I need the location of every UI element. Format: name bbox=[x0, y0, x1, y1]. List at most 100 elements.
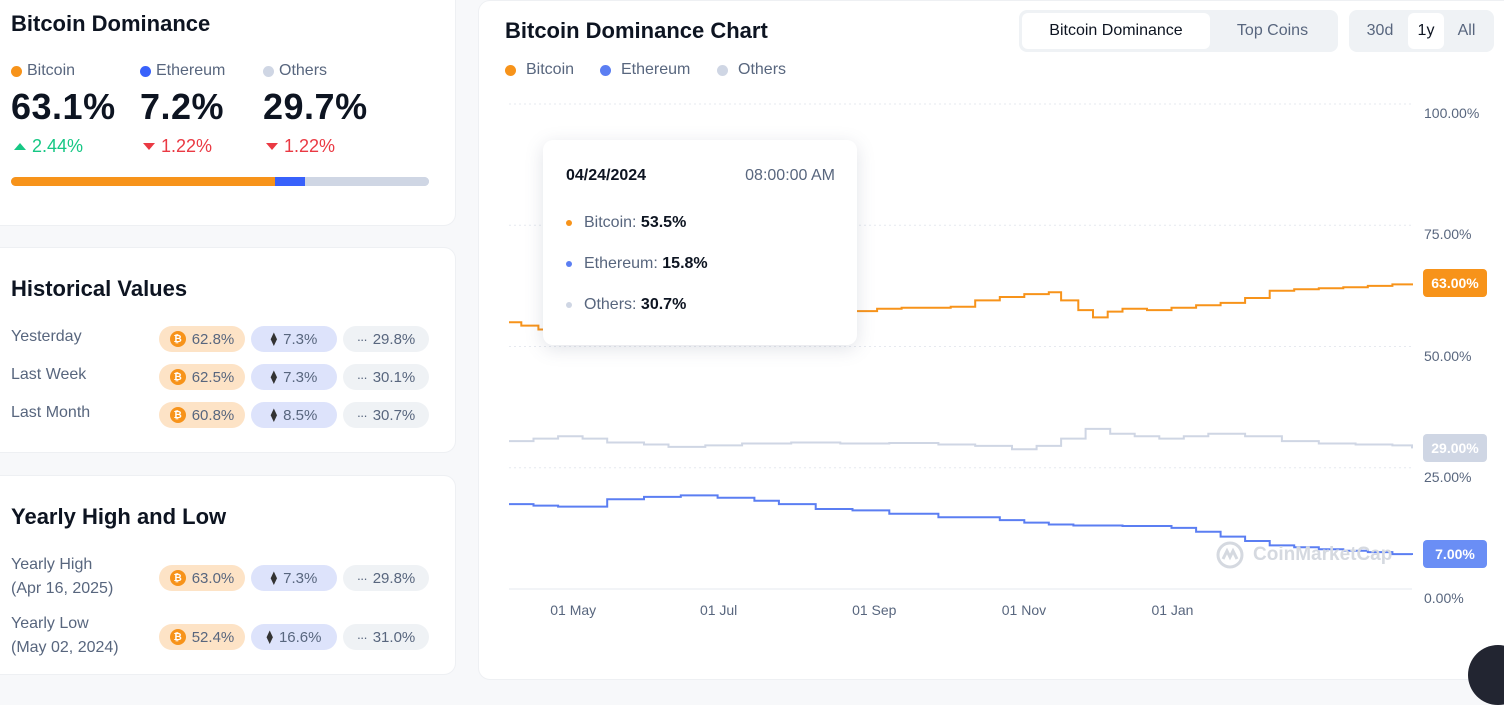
ethereum-value: 7.3% bbox=[283, 368, 318, 386]
chart-legend-others[interactable]: Others bbox=[717, 61, 786, 79]
yearly-row-date: (May 02, 2024) bbox=[11, 639, 119, 656]
y-axis-tick-label: 0.00% bbox=[1424, 590, 1464, 606]
bitcoin-icon: ₿ bbox=[169, 369, 186, 385]
historical-row-title: Yesterday bbox=[11, 328, 82, 345]
more-icon: ··· bbox=[356, 629, 368, 645]
others-value: 30.7% bbox=[372, 406, 416, 424]
bitcoin-icon: ₿ bbox=[169, 331, 186, 347]
range-all[interactable]: All bbox=[1457, 22, 1476, 39]
y-axis-tick-label: 100.00% bbox=[1424, 105, 1480, 121]
bitcoin-icon: ₿ bbox=[169, 629, 186, 645]
tooltip-bitcoin-value: 53.5% bbox=[640, 214, 687, 231]
tooltip-row-others: Others: 30.7% bbox=[566, 296, 686, 314]
bitcoin-current-tag: 63.00% bbox=[1423, 269, 1487, 297]
bitcoin-change-value: 2.44% bbox=[32, 136, 84, 156]
ethereum-dot-icon bbox=[566, 261, 572, 267]
more-icon: ··· bbox=[356, 369, 368, 385]
caret-down-icon bbox=[143, 143, 155, 150]
ethereum-icon: ⧫ bbox=[270, 407, 278, 422]
historical-row-title: Last Week bbox=[11, 366, 87, 383]
others-change: 1.22% bbox=[266, 136, 335, 157]
yearly-row-title: Yearly Low bbox=[11, 615, 89, 632]
chart-legend-bitcoin[interactable]: Bitcoin bbox=[505, 61, 574, 79]
others-dominance-value: 29.7% bbox=[263, 86, 368, 127]
time-range-tabs: 30d 1y All bbox=[1349, 10, 1494, 52]
x-axis-tick-label: 01 Jul bbox=[699, 602, 738, 618]
historical-row-label: Last Month bbox=[11, 401, 90, 425]
chart-legend-ethereum[interactable]: Ethereum bbox=[600, 61, 690, 79]
legend-ethereum-label: Ethereum bbox=[156, 62, 226, 79]
others-value: 31.0% bbox=[372, 628, 416, 646]
ethereum-value-pill: ⧫ 7.3% bbox=[251, 364, 337, 390]
others-value-pill: ··· 29.8% bbox=[343, 565, 429, 591]
tab-top-coins[interactable]: Top Coins bbox=[1236, 22, 1309, 39]
yearly-row-label: Yearly High (Apr 16, 2025) bbox=[11, 553, 113, 601]
tooltip-ethereum-value: 15.8% bbox=[662, 255, 708, 272]
tab-bitcoin-dominance[interactable]: Bitcoin Dominance bbox=[1022, 13, 1210, 49]
ethereum-change: 1.22% bbox=[143, 136, 212, 157]
ethereum-dot-icon bbox=[600, 64, 611, 76]
ethereum-value-pill: ⧫ 7.3% bbox=[251, 565, 337, 591]
yearly-title: Yearly High and Low bbox=[11, 504, 227, 529]
ethereum-value: 7.3% bbox=[283, 569, 318, 587]
ethereum-value-pill: ⧫ 16.6% bbox=[251, 624, 337, 650]
chart-title: Bitcoin Dominance Chart bbox=[505, 18, 768, 43]
others-dot-icon bbox=[566, 302, 572, 308]
others-value-pill: ··· 29.8% bbox=[343, 326, 429, 352]
range-30d[interactable]: 30d bbox=[1366, 22, 1394, 39]
left-panel: Bitcoin Dominance Bitcoin Ethereum Other… bbox=[0, 0, 458, 675]
others-series-line[interactable] bbox=[509, 427, 1413, 451]
chart-type-tabs: Bitcoin Dominance Top Coins bbox=[1019, 10, 1338, 52]
ethereum-change-value: 1.22% bbox=[161, 136, 213, 156]
historical-row-title: Last Month bbox=[11, 404, 91, 421]
bitcoin-icon: ₿ bbox=[169, 407, 186, 423]
bitcoin-dominance-value: 63.1% bbox=[11, 86, 116, 127]
others-value-pill: ··· 31.0% bbox=[343, 624, 429, 650]
tooltip-ethereum-label: Ethereum: bbox=[584, 255, 658, 272]
others-value: 29.8% bbox=[372, 330, 416, 348]
caret-down-icon bbox=[266, 143, 278, 150]
chart-legend-others-label: Others bbox=[738, 61, 787, 78]
legend-others: Others bbox=[263, 62, 327, 80]
summary-title: Bitcoin Dominance bbox=[11, 11, 211, 36]
y-axis-tick-label: 25.00% bbox=[1424, 468, 1472, 485]
bitcoin-dot-icon bbox=[566, 220, 572, 226]
bitcoin-value-pill: ₿ 52.4% bbox=[159, 624, 245, 650]
bitcoin-value-pill: ₿ 63.0% bbox=[159, 565, 245, 591]
dominance-share-bar bbox=[11, 177, 429, 186]
tooltip-others-label: Others: bbox=[584, 296, 637, 313]
bitcoin-value: 62.5% bbox=[191, 368, 235, 386]
bitcoin-dot-icon bbox=[505, 64, 516, 76]
bitcoin-icon: ₿ bbox=[169, 570, 186, 586]
x-axis-tick-label: 01 Nov bbox=[1001, 602, 1047, 618]
x-axis-tick-label: 01 Sep bbox=[852, 602, 897, 618]
others-change-value: 1.22% bbox=[284, 136, 336, 156]
dominance-summary-card bbox=[0, 0, 456, 226]
others-value: 29.8% bbox=[372, 569, 416, 587]
ethereum-icon: ⧫ bbox=[270, 331, 278, 346]
chart-legend-ethereum-label: Ethereum bbox=[621, 61, 691, 78]
x-axis-tick-label: 01 May bbox=[550, 602, 597, 618]
coinmarketcap-watermark: CoinMarketCap bbox=[1215, 540, 1392, 570]
tooltip-others-value: 30.7% bbox=[640, 296, 687, 313]
chart-legend-bitcoin-label: Bitcoin bbox=[526, 61, 575, 78]
y-axis-tick-label: 50.00% bbox=[1424, 347, 1472, 364]
ethereum-series-line[interactable] bbox=[509, 494, 1413, 556]
ethereum-value: 7.3% bbox=[283, 330, 318, 348]
tooltip-bitcoin-label: Bitcoin: bbox=[584, 214, 637, 231]
tooltip-date: 04/24/2024 bbox=[566, 167, 647, 184]
bitcoin-value-pill: ₿ 60.8% bbox=[159, 402, 245, 428]
bitcoin-value: 60.8% bbox=[191, 406, 235, 424]
ethereum-dot-icon bbox=[140, 65, 151, 77]
chart-tooltip: 04/24/2024 08:00:00 AM Bitcoin: 53.5% Et… bbox=[543, 140, 857, 345]
ethereum-value: 8.5% bbox=[283, 406, 318, 424]
range-1y[interactable]: 1y bbox=[1408, 13, 1444, 49]
coinmarketcap-logo-icon bbox=[1216, 541, 1244, 569]
more-icon: ··· bbox=[356, 570, 368, 586]
bitcoin-value: 52.4% bbox=[191, 628, 235, 646]
ethereum-icon: ⧫ bbox=[270, 570, 278, 585]
others-dot-icon bbox=[717, 64, 728, 76]
others-current-tag: 29.00% bbox=[1423, 434, 1487, 462]
bitcoin-change: 2.44% bbox=[14, 136, 83, 157]
x-axis-tick-label: 01 Jan bbox=[1151, 602, 1194, 618]
